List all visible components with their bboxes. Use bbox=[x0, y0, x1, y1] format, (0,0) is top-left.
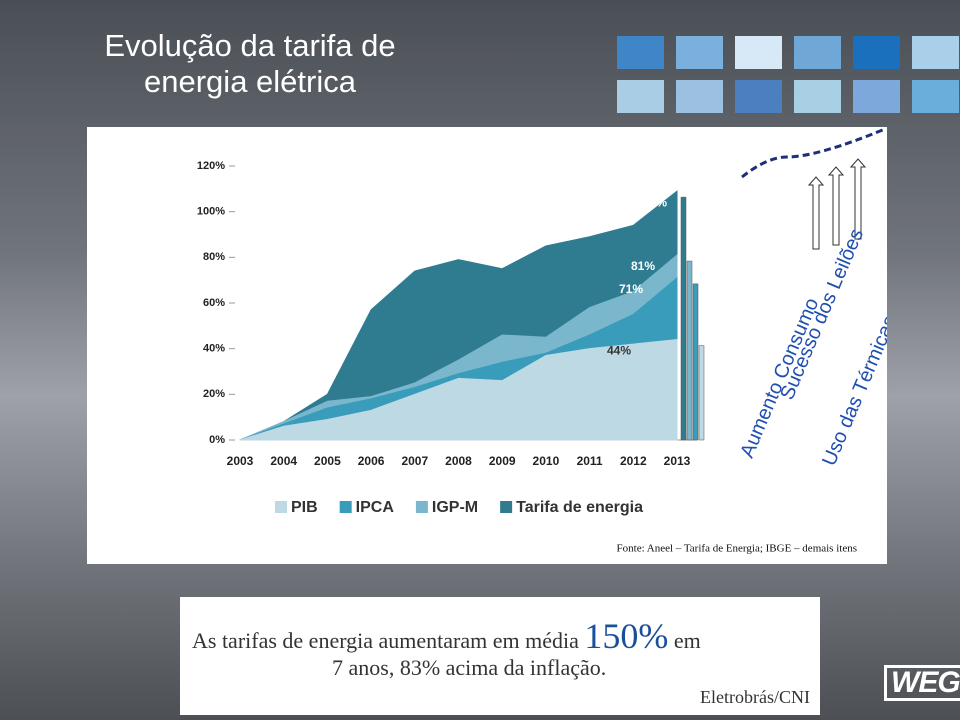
deco bbox=[617, 36, 664, 69]
area-edge bbox=[680, 196, 687, 441]
deco bbox=[676, 36, 723, 69]
deco bbox=[794, 36, 841, 69]
deco bbox=[853, 80, 900, 113]
logo: WEG bbox=[884, 665, 960, 701]
arrow bbox=[807, 176, 825, 250]
legend-swatch bbox=[275, 501, 287, 513]
y-tick-label: 60% bbox=[203, 297, 225, 309]
area-edge bbox=[686, 260, 693, 441]
slide-title: Evolução da tarifa de energia elétrica bbox=[104, 28, 396, 99]
y-tick-label: 0% bbox=[209, 434, 225, 446]
x-tick-label: 2004 bbox=[270, 454, 297, 468]
legend-label: IGP-M bbox=[432, 499, 478, 516]
legend-label: Tarifa de energia bbox=[516, 499, 643, 516]
y-tick-label: 40% bbox=[203, 343, 225, 355]
legend-label: PIB bbox=[291, 499, 318, 516]
chart: Aumento Consumo Sucesso dos Leilões Uso … bbox=[87, 127, 887, 564]
x-tick-label: 2006 bbox=[358, 454, 385, 468]
x-tick-label: 2011 bbox=[577, 454, 603, 468]
x-tick-label: 2008 bbox=[445, 454, 472, 468]
data-label: 109% bbox=[636, 195, 667, 209]
x-tick-label: 2013 bbox=[664, 454, 691, 468]
deco bbox=[735, 80, 782, 113]
deco bbox=[617, 80, 664, 113]
source: Fonte: Aneel – Tarifa de Energia; IBGE –… bbox=[617, 543, 857, 555]
x-tick-label: 2009 bbox=[489, 454, 516, 468]
deco bbox=[853, 36, 900, 69]
deco bbox=[912, 36, 959, 69]
deco bbox=[912, 80, 959, 113]
area-edge bbox=[698, 345, 705, 441]
x-tick-label: 2007 bbox=[401, 454, 428, 468]
callout-line: As tarifas de energia aumentaram em médi… bbox=[192, 615, 701, 657]
data-label: 81% bbox=[631, 259, 655, 273]
data-label: 44% bbox=[607, 344, 631, 358]
callout-highlight: 150% bbox=[584, 616, 669, 656]
callout-line2: 7 anos, 83% acima da inflação. bbox=[332, 655, 607, 680]
arrow bbox=[827, 166, 845, 246]
legend-swatch bbox=[339, 501, 352, 513]
x-tick-label: 2010 bbox=[533, 454, 560, 468]
legend-swatch bbox=[500, 501, 513, 513]
deco bbox=[676, 80, 723, 113]
y-tick-label: 120% bbox=[197, 160, 225, 172]
x-tick-label: 2005 bbox=[314, 454, 341, 468]
callout: As tarifas de energia aumentaram em médi… bbox=[180, 597, 820, 715]
callout-text: As tarifas de energia aumentaram em médi… bbox=[192, 628, 579, 653]
x-tick-label: 2012 bbox=[620, 454, 647, 468]
deco bbox=[735, 36, 782, 69]
area bbox=[239, 338, 678, 441]
y-tick-label: 100% bbox=[197, 206, 225, 218]
legend-swatch bbox=[415, 501, 428, 513]
y-tick-label: 20% bbox=[203, 388, 225, 400]
callout-source: Eletrobrás/CNI bbox=[700, 687, 810, 707]
callout-text: em bbox=[673, 628, 701, 653]
arrow bbox=[849, 158, 867, 240]
area-edge bbox=[692, 283, 699, 441]
x-tick-label: 2003 bbox=[227, 454, 254, 468]
legend-label: IPCA bbox=[356, 499, 395, 516]
deco bbox=[794, 80, 841, 113]
data-label: 71% bbox=[619, 282, 643, 296]
y-tick-label: 80% bbox=[203, 251, 225, 263]
